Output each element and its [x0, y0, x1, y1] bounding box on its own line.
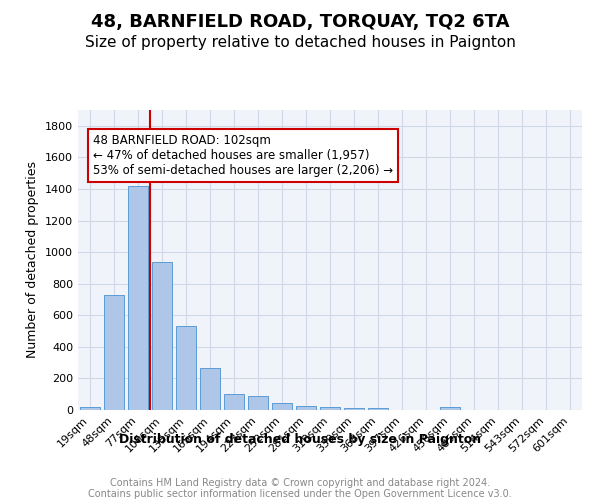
Bar — [80, 407, 100, 410]
Bar — [200, 368, 220, 410]
Bar — [272, 403, 292, 410]
Y-axis label: Number of detached properties: Number of detached properties — [26, 162, 40, 358]
Text: 48 BARNFIELD ROAD: 102sqm
← 47% of detached houses are smaller (1,957)
53% of se: 48 BARNFIELD ROAD: 102sqm ← 47% of detac… — [93, 134, 393, 177]
Text: Size of property relative to detached houses in Paignton: Size of property relative to detached ho… — [85, 35, 515, 50]
Bar — [224, 394, 244, 410]
Bar — [368, 408, 388, 410]
Bar — [152, 262, 172, 410]
Bar — [296, 406, 316, 410]
Text: 48, BARNFIELD ROAD, TORQUAY, TQ2 6TA: 48, BARNFIELD ROAD, TORQUAY, TQ2 6TA — [91, 12, 509, 30]
Bar — [176, 326, 196, 410]
Text: Contains HM Land Registry data © Crown copyright and database right 2024.
Contai: Contains HM Land Registry data © Crown c… — [88, 478, 512, 499]
Bar — [128, 186, 148, 410]
Bar — [104, 294, 124, 410]
Text: Distribution of detached houses by size in Paignton: Distribution of detached houses by size … — [119, 432, 481, 446]
Bar — [248, 396, 268, 410]
Bar — [320, 407, 340, 410]
Bar — [344, 408, 364, 410]
Bar — [440, 407, 460, 410]
